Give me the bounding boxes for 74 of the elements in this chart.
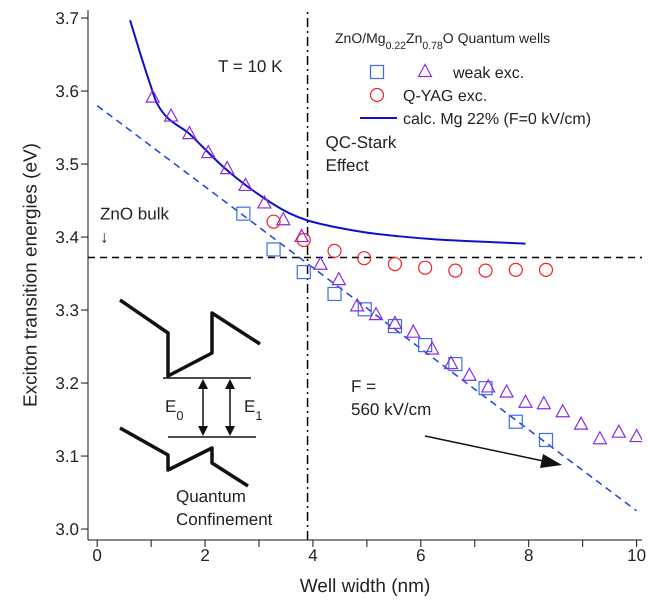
point [448, 356, 462, 372]
point [538, 262, 554, 277]
point [296, 264, 311, 280]
y-axis-title: Exciton transition energies (eV) [20, 142, 42, 408]
point [556, 404, 570, 418]
annotation: F = 560 kV/cm [351, 377, 432, 419]
point [164, 108, 178, 122]
y-tick-label: 3.2 [55, 374, 79, 394]
y-tick-label: 3.6 [55, 82, 79, 102]
y-tick-label: 3.5 [55, 155, 79, 174]
point [500, 384, 514, 398]
x-tick-label: 2 [200, 546, 210, 566]
point [448, 264, 462, 278]
point [313, 256, 328, 270]
point [294, 228, 309, 242]
annotation: Quantum Confinement [176, 487, 273, 529]
point [612, 424, 626, 438]
legend-label: Q-YAG exc. [403, 88, 488, 105]
point [518, 394, 533, 408]
point [368, 307, 384, 320]
annotation: E$_{1}$ [244, 397, 262, 422]
point [418, 338, 432, 352]
point [425, 341, 440, 355]
x-axis-title: Well width (nm) [300, 576, 430, 597]
point [388, 316, 402, 330]
point [418, 260, 432, 275]
legend-label: calc. Mg 22% (F=0 kV/cm) [403, 111, 592, 128]
ref-line-label: ZnO bulk ↓ [100, 204, 170, 246]
y-tick-label: 3.4 [55, 228, 79, 248]
point [508, 414, 523, 429]
x-tick-label: 0 [92, 546, 102, 566]
point [257, 195, 272, 209]
x-tick-label: 8 [524, 546, 534, 566]
point [508, 262, 523, 277]
legend-label: weak exc. [452, 65, 524, 82]
point [266, 214, 281, 229]
point [201, 144, 216, 158]
annotation: E$_{0}$ [165, 397, 184, 422]
y-tick-label: 3.1 [55, 447, 79, 466]
point [358, 302, 372, 316]
point [236, 206, 250, 221]
point [182, 126, 197, 140]
point [220, 161, 234, 174]
point [388, 319, 402, 334]
point [357, 251, 372, 266]
point [276, 212, 290, 226]
point [327, 286, 342, 302]
point [444, 356, 458, 370]
point [478, 381, 493, 396]
point [462, 368, 476, 381]
legend-title: ZnO/Mg$_{0.22}$Zn$_{0.78}$O Quantum wells [335, 30, 550, 52]
point [478, 264, 493, 278]
point [238, 178, 253, 192]
x-tick-label: 4 [308, 546, 318, 566]
x-tick-label: 10 [627, 546, 646, 566]
point [388, 256, 402, 272]
point [406, 324, 420, 338]
x-tick-label: 6 [416, 546, 426, 566]
y-tick-label: 3.7 [55, 9, 79, 28]
y-tick-label: 3.0 [55, 520, 79, 540]
point [266, 242, 281, 257]
point [332, 272, 346, 286]
point [538, 432, 554, 448]
point [536, 396, 551, 410]
point [481, 379, 496, 393]
annotation: T = 10 K [218, 57, 284, 76]
ref-line-label: QC-Stark Effect [326, 133, 397, 175]
point [574, 416, 588, 430]
point [146, 90, 160, 103]
point [592, 431, 608, 444]
point [350, 298, 364, 312]
point [296, 232, 311, 248]
y-tick-label: 3.3 [55, 301, 79, 320]
point [327, 244, 342, 258]
